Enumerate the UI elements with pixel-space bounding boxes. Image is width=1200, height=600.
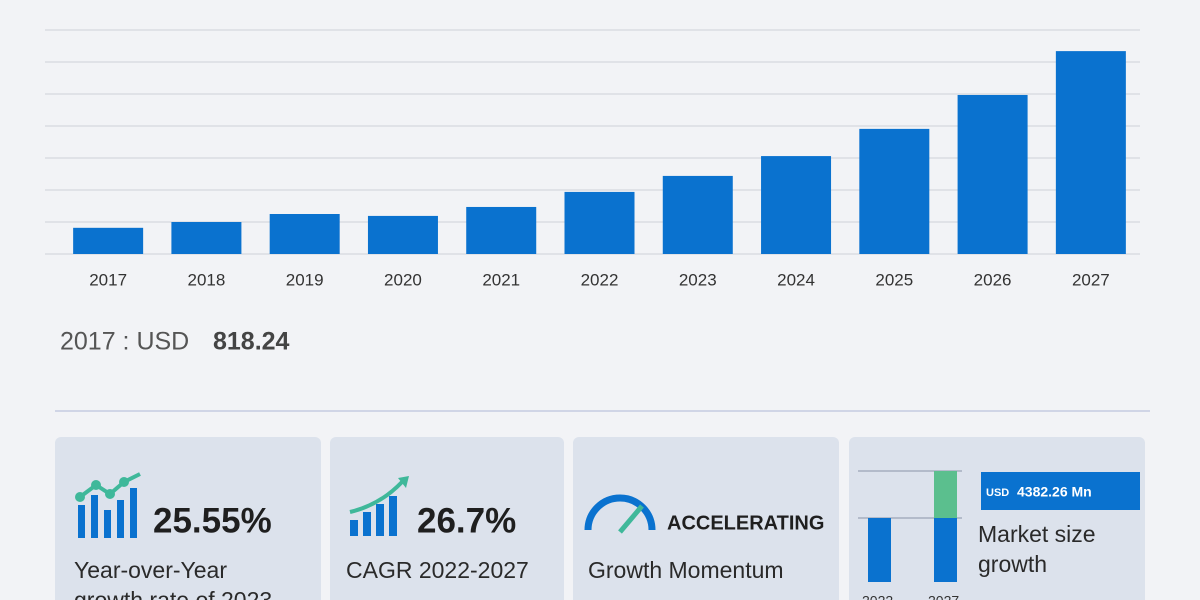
x-tick-label: 2018 [187, 270, 225, 289]
x-tick-label: 2020 [384, 270, 422, 289]
value-box [981, 472, 1140, 510]
x-tick-label: 2017 [89, 270, 127, 289]
growth-icon [75, 472, 141, 538]
x-tick-label: 2021 [482, 270, 520, 289]
gauge-icon [584, 494, 656, 534]
card-description: growth [978, 551, 1047, 577]
bar [171, 222, 242, 254]
card-description: growth rate of 2023 [74, 587, 272, 600]
bar [564, 191, 635, 254]
currency: USD [986, 487, 1009, 499]
mini-year: 2022 [862, 593, 893, 600]
card-description: Growth Momentum [588, 557, 784, 583]
highlight-label: 2017 : USD [60, 328, 189, 356]
bar [761, 156, 832, 254]
highlight-value: 818.24 [213, 328, 290, 356]
mini-bar [868, 518, 891, 582]
card [330, 437, 564, 600]
bar [859, 128, 930, 254]
x-tick-label: 2026 [974, 270, 1012, 289]
chart: 2017 2018 2019 2020 2021 2022 2023 2024 2025 2026… [45, 29, 1140, 289]
card-description: Market size [978, 521, 1096, 547]
x-tick-label: 2023 [679, 270, 717, 289]
bar [269, 214, 340, 254]
bar [1055, 51, 1126, 255]
x-tick-label: 2022 [581, 270, 619, 289]
x-tick-label: 2025 [875, 270, 913, 289]
mini-year: 2027 [928, 593, 959, 600]
x-tick-label: 2027 [1072, 270, 1110, 289]
card-value: ACCELERATING [667, 512, 824, 534]
card-description: CAGR 2022-2027 [346, 557, 529, 583]
card [573, 437, 839, 600]
mini-bar-growth [934, 471, 957, 518]
x-tick-label: 2024 [777, 270, 815, 289]
card-value: 25.55% [153, 501, 272, 540]
mini-bar [934, 518, 957, 582]
bar [957, 94, 1028, 255]
card-value: 26.7% [417, 501, 516, 540]
card-value: 4382.26 Mn [1017, 484, 1092, 500]
cagr-icon [349, 476, 409, 536]
bar [466, 206, 537, 254]
card-description: Year-over-Year [74, 557, 227, 583]
bar [73, 227, 144, 254]
bar [662, 175, 733, 254]
x-tick-label: 2019 [286, 270, 324, 289]
bar [367, 215, 438, 254]
